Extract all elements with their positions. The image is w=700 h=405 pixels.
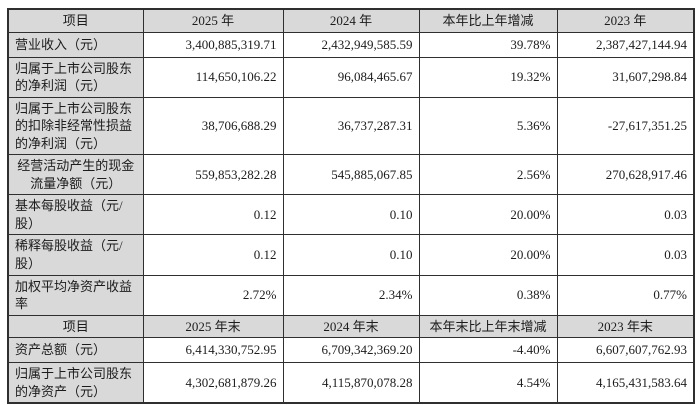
- value-2024: 0.10: [282, 194, 420, 236]
- col-header-2024-end: 2024 年末: [282, 314, 420, 339]
- table-row-net-assets: 归属于上市公司股东的净资产（元） 4,302,681,879.26 4,115,…: [7, 362, 695, 404]
- row-label: 稀释每股收益（元/股）: [7, 234, 144, 276]
- table-row-operating-revenue: 营业收入（元） 3,400,885,319.71 2,432,949,585.5…: [7, 31, 695, 58]
- value-2024: 2,432,949,585.59: [282, 31, 420, 58]
- annual-header-row: 项目 2025 年 2024 年 本年比上年增减 2023 年: [7, 8, 695, 33]
- table-row-basic-eps: 基本每股收益（元/股） 0.12 0.10 20.00% 0.03: [7, 194, 695, 236]
- value-2023: 31,607,298.84: [556, 56, 695, 98]
- row-label: 归属于上市公司股东的扣除非经常性损益的净利润（元）: [7, 96, 144, 156]
- row-label: 加权平均净资产收益率: [7, 274, 144, 316]
- row-label: 经营活动产生的现金流量净额（元）: [7, 154, 144, 196]
- value-change: 2.56%: [418, 154, 558, 196]
- value-change: 0.38%: [418, 274, 558, 316]
- value-change: -4.40%: [418, 337, 558, 364]
- value-2025: 0.12: [142, 194, 284, 236]
- row-label: 归属于上市公司股东的净利润（元）: [7, 56, 144, 98]
- row-label: 基本每股收益（元/股）: [7, 194, 144, 236]
- value-2023: 2,387,427,144.94: [556, 31, 695, 58]
- table-row-diluted-eps: 稀释每股收益（元/股） 0.12 0.10 20.00% 0.03: [7, 234, 695, 276]
- col-header-2025: 2025 年: [142, 8, 284, 33]
- value-change: 19.32%: [418, 56, 558, 98]
- row-label: 资产总额（元）: [7, 337, 144, 364]
- financial-results-table: 项目 2025 年 2024 年 本年比上年增减 2023 年 营业收入（元） …: [7, 8, 695, 405]
- col-header-yoy-change: 本年比上年增减: [418, 8, 558, 33]
- value-2024: 36,737,287.31: [282, 96, 420, 156]
- value-2024: 2.34%: [282, 274, 420, 316]
- col-header-2023-end: 2023 年末: [556, 314, 695, 339]
- value-2025: 0.12: [142, 234, 284, 276]
- value-2023: 270,628,917.46: [556, 154, 695, 196]
- col-header-2024: 2024 年: [282, 8, 420, 33]
- value-2024: 96,084,465.67: [282, 56, 420, 98]
- value-2023: 4,165,431,583.64: [556, 362, 695, 404]
- col-header-2023: 2023 年: [556, 8, 695, 33]
- value-2023: 6,607,607,762.93: [556, 337, 695, 364]
- value-2025: 114,650,106.22: [142, 56, 284, 98]
- table-row-net-profit-excl-nonrecurring: 归属于上市公司股东的扣除非经常性损益的净利润（元） 38,706,688.29 …: [7, 96, 695, 156]
- value-2023: 0.03: [556, 194, 695, 236]
- value-change: 20.00%: [418, 194, 558, 236]
- value-2024: 4,115,870,078.28: [282, 362, 420, 404]
- value-2023: 0.03: [556, 234, 695, 276]
- table-row-net-profit: 归属于上市公司股东的净利润（元） 114,650,106.22 96,084,4…: [7, 56, 695, 98]
- value-change: 39.78%: [418, 31, 558, 58]
- period-end-header-row: 项目 2025 年末 2024 年末 本年末比上年末增减 2023 年末: [7, 314, 695, 339]
- value-2024: 0.10: [282, 234, 420, 276]
- value-2023: 0.77%: [556, 274, 695, 316]
- value-2025: 2.72%: [142, 274, 284, 316]
- value-change: 4.54%: [418, 362, 558, 404]
- value-2025: 4,302,681,879.26: [142, 362, 284, 404]
- value-2025: 3,400,885,319.71: [142, 31, 284, 58]
- col-header-2025-end: 2025 年末: [142, 314, 284, 339]
- col-header-item: 项目: [7, 8, 144, 33]
- value-2024: 545,885,067.85: [282, 154, 420, 196]
- value-2023: -27,617,351.25: [556, 96, 695, 156]
- table-row-operating-cash-flow: 经营活动产生的现金流量净额（元） 559,853,282.28 545,885,…: [7, 154, 695, 196]
- col-header-end-change: 本年末比上年末增减: [418, 314, 558, 339]
- row-label: 营业收入（元）: [7, 31, 144, 58]
- table-row-total-assets: 资产总额（元） 6,414,330,752.95 6,709,342,369.2…: [7, 337, 695, 364]
- value-2025: 559,853,282.28: [142, 154, 284, 196]
- row-label: 归属于上市公司股东的净资产（元）: [7, 362, 144, 404]
- col-header-item: 项目: [7, 314, 144, 339]
- value-2024: 6,709,342,369.20: [282, 337, 420, 364]
- value-2025: 38,706,688.29: [142, 96, 284, 156]
- value-change: 20.00%: [418, 234, 558, 276]
- table-row-weighted-avg-roe: 加权平均净资产收益率 2.72% 2.34% 0.38% 0.77%: [7, 274, 695, 316]
- value-2025: 6,414,330,752.95: [142, 337, 284, 364]
- value-change: 5.36%: [418, 96, 558, 156]
